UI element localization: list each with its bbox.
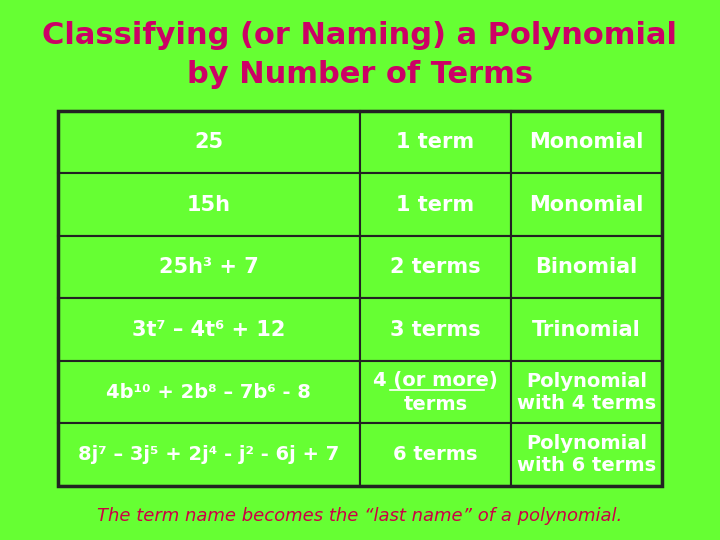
- Text: Monomial: Monomial: [529, 132, 644, 152]
- Text: 3t⁷ – 4t⁶ + 12: 3t⁷ – 4t⁶ + 12: [132, 320, 286, 340]
- Bar: [360, 361, 511, 423]
- Text: 25: 25: [194, 132, 223, 152]
- Text: 1 term: 1 term: [397, 194, 474, 214]
- Bar: [58, 111, 360, 173]
- Bar: [511, 111, 662, 173]
- Bar: [511, 173, 662, 236]
- Text: 15h: 15h: [187, 194, 231, 214]
- Bar: [360, 173, 511, 236]
- Text: 4 (or more): 4 (or more): [373, 371, 498, 390]
- Text: Monomial: Monomial: [529, 194, 644, 214]
- Text: 4b¹⁰ + 2b⁸ – 7b⁶ - 8: 4b¹⁰ + 2b⁸ – 7b⁶ - 8: [107, 383, 311, 402]
- Text: by Number of Terms: by Number of Terms: [187, 60, 533, 89]
- Text: Trinomial: Trinomial: [532, 320, 641, 340]
- Text: terms: terms: [403, 395, 467, 414]
- Bar: [360, 236, 511, 298]
- Bar: [58, 361, 360, 423]
- Bar: [58, 173, 360, 236]
- Text: Binomial: Binomial: [536, 257, 638, 277]
- Bar: [511, 423, 662, 486]
- Bar: [58, 236, 360, 298]
- Bar: [511, 298, 662, 361]
- Text: 6 terms: 6 terms: [393, 445, 478, 464]
- Text: 3 terms: 3 terms: [390, 320, 481, 340]
- Bar: [360, 423, 511, 486]
- Bar: [360, 298, 511, 361]
- Bar: [58, 111, 662, 486]
- Bar: [58, 298, 360, 361]
- Text: Polynomial
with 4 terms: Polynomial with 4 terms: [517, 372, 656, 413]
- Text: 1 term: 1 term: [397, 132, 474, 152]
- Bar: [58, 423, 360, 486]
- Text: Polynomial
with 6 terms: Polynomial with 6 terms: [517, 434, 656, 475]
- Text: 25h³ + 7: 25h³ + 7: [159, 257, 258, 277]
- Bar: [360, 111, 511, 173]
- Text: Classifying (or Naming) a Polynomial: Classifying (or Naming) a Polynomial: [42, 21, 678, 50]
- Text: The term name becomes the “last name” of a polynomial.: The term name becomes the “last name” of…: [97, 507, 623, 525]
- Text: 2 terms: 2 terms: [390, 257, 481, 277]
- Text: 8j⁷ – 3j⁵ + 2j⁴ - j² - 6j + 7: 8j⁷ – 3j⁵ + 2j⁴ - j² - 6j + 7: [78, 445, 340, 464]
- Bar: [511, 361, 662, 423]
- Bar: [511, 236, 662, 298]
